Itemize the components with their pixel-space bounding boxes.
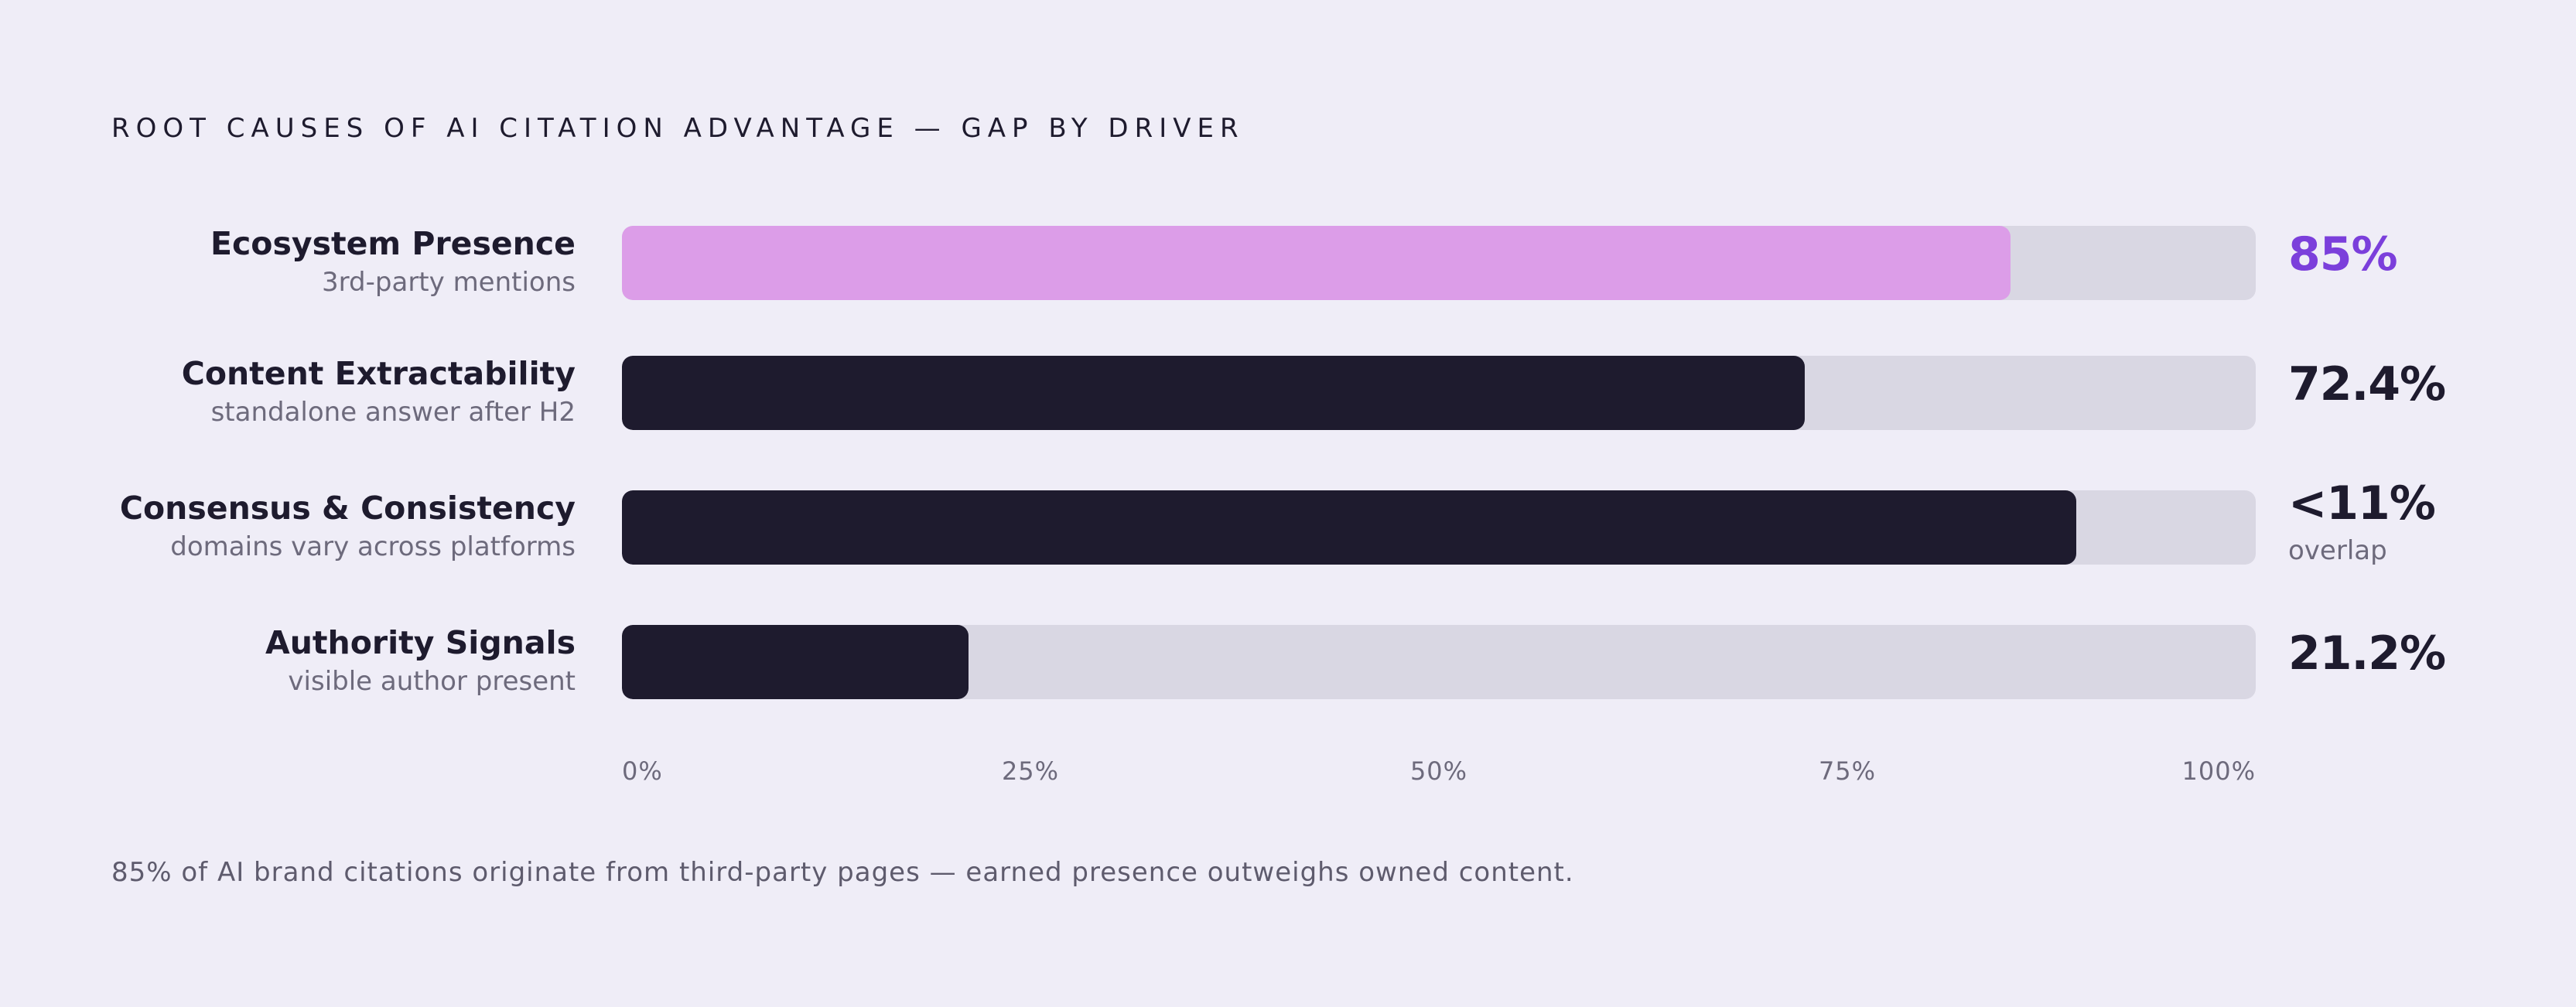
value-label: 85% (2288, 227, 2398, 282)
category-sublabel: 3rd-party mentions (322, 267, 576, 298)
category-sublabel: domains vary across platforms (170, 531, 576, 562)
category-sublabel: visible author present (288, 666, 576, 697)
value-note: overlap (2288, 535, 2387, 566)
bar-track (622, 356, 2256, 430)
bar-track (622, 625, 2256, 699)
x-tick-label: 50% (1409, 756, 1468, 786)
footnote: 85% of AI brand citations originate from… (111, 857, 1574, 888)
category-sublabel: standalone answer after H2 (210, 397, 576, 428)
bar (622, 490, 2076, 565)
bar (622, 625, 969, 699)
category-label: Content Extractability (181, 355, 576, 392)
bar-track (622, 226, 2256, 300)
x-tick-label: 100% (2181, 756, 2256, 786)
category-label: Consensus & Consistency (119, 490, 576, 527)
bar-row: Ecosystem Presence 3rd-party mentions 85% (0, 223, 2576, 300)
bar (622, 356, 1805, 430)
bar-label: Authority Signals visible author present (265, 622, 576, 699)
x-tick-label: 0% (622, 756, 663, 786)
x-tick-label: 25% (1001, 756, 1060, 786)
x-tick-label: 75% (1818, 756, 1877, 786)
chart-title: ROOT CAUSES OF AI CITATION ADVANTAGE — G… (111, 113, 1245, 144)
bar-label: Ecosystem Presence 3rd-party mentions (210, 223, 576, 300)
value-label: 72.4% (2288, 357, 2446, 411)
value-label: 21.2% (2288, 626, 2446, 681)
bar-track (622, 490, 2256, 565)
bar (622, 226, 2011, 300)
category-label: Ecosystem Presence (210, 225, 576, 262)
bar-row: Authority Signals visible author present 2… (0, 622, 2576, 699)
bar-label: Consensus & Consistency domains vary acro… (120, 487, 576, 565)
bar-row: Consensus & Consistency domains vary acro… (0, 476, 2576, 566)
category-label: Authority Signals (265, 624, 576, 661)
bar-row: Content Extractability standalone answer … (0, 353, 2576, 430)
value-label: <11% (2288, 476, 2436, 531)
x-axis-ticks: 0% 25% 50% 75% 100% (622, 756, 2256, 790)
bar-label: Content Extractability standalone answer … (182, 353, 576, 430)
